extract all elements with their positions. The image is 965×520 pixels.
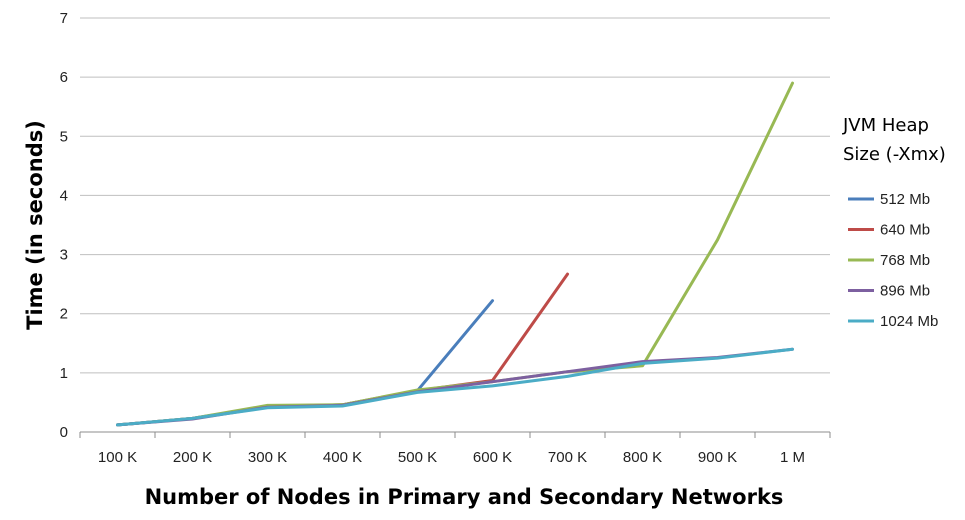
legend-label: 512 Mb — [880, 191, 930, 208]
legend: JVM Heap Size (-Xmx) 512 Mb 640 Mb 768 Mb 8… — [842, 115, 946, 330]
legend-title-line-1: JVM Heap — [842, 115, 929, 136]
y-tick-label: 2 — [60, 306, 68, 323]
x-tick-label: 300 K — [248, 449, 287, 466]
legend-label: 1024 Mb — [880, 313, 938, 330]
y-tick-label: 6 — [60, 69, 68, 86]
x-tick-label: 200 K — [173, 449, 212, 466]
legend-title-line-2: Size (-Xmx) — [843, 144, 946, 165]
x-axis-title: Number of Nodes in Primary and Secondary… — [145, 485, 784, 509]
gridlines — [80, 17, 830, 374]
series-line-1024-mb — [116, 347, 794, 427]
x-axis — [79, 431, 831, 438]
series-line-768-mb — [116, 81, 794, 427]
x-tick-label: 400 K — [323, 449, 362, 466]
y-tick-label: 0 — [60, 424, 68, 441]
series-lines — [116, 81, 794, 427]
series-line-640-mb — [116, 272, 569, 427]
y-axis-title: Time (in seconds) — [23, 120, 47, 330]
y-tick-label: 3 — [60, 247, 68, 264]
x-tick-label: 800 K — [623, 449, 662, 466]
x-tick-label: 1 M — [780, 449, 805, 466]
legend-label: 768 Mb — [880, 252, 930, 269]
x-tick-labels: 100 K 200 K 300 K 400 K 500 K 600 K 700 K 800 K… — [98, 449, 805, 466]
legend-label: 896 Mb — [880, 283, 930, 300]
x-tick-label: 500 K — [398, 449, 437, 466]
y-tick-label: 1 — [60, 365, 68, 382]
x-tick-label: 700 K — [548, 449, 587, 466]
y-tick-label: 4 — [60, 187, 68, 204]
legend-label: 640 Mb — [880, 222, 930, 239]
y-tick-label: 7 — [60, 10, 68, 27]
x-tick-label: 100 K — [98, 449, 137, 466]
y-tick-labels: 0 1 2 3 4 5 6 7 — [60, 10, 68, 441]
x-tick-label: 600 K — [473, 449, 512, 466]
x-tick-label: 900 K — [698, 449, 737, 466]
y-tick-label: 5 — [60, 128, 68, 145]
